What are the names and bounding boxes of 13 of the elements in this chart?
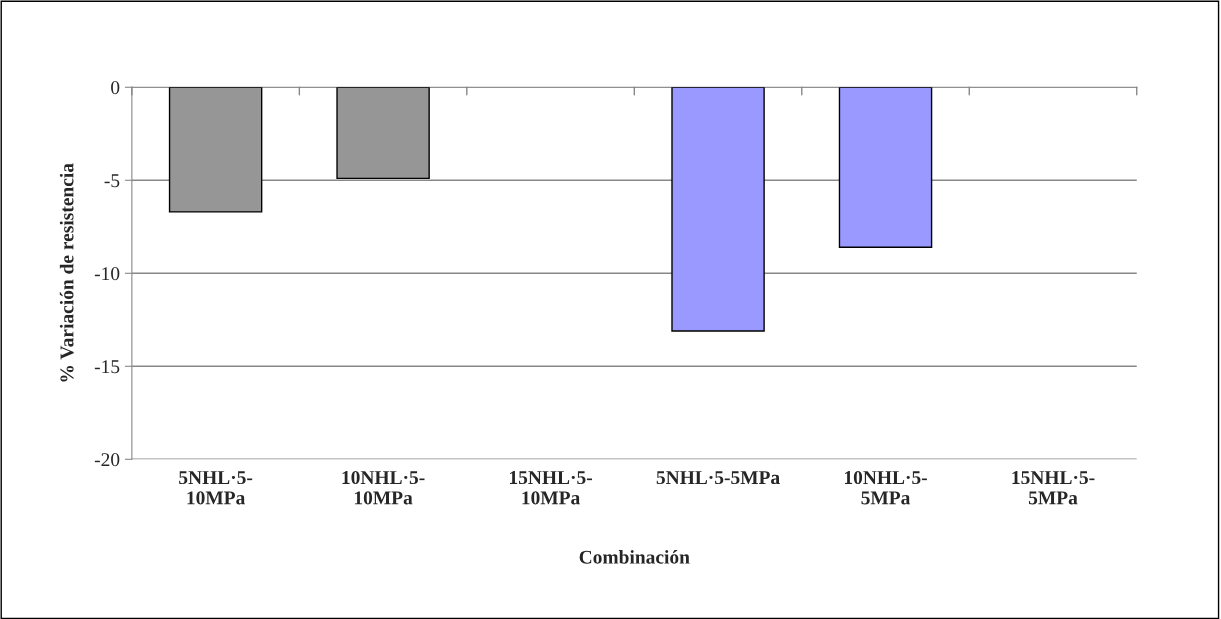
y-tick-label: -15	[94, 360, 120, 374]
y-tick-label: -5	[104, 174, 120, 188]
x-tick-label: 15NHL·5- 5MPa	[1012, 471, 1095, 505]
x-tick-label: 15NHL·5- 10MPa	[510, 471, 592, 505]
x-tick-label: 10NHL·5- 10MPa	[342, 470, 425, 505]
x-tick-label: 5NHL·5- 10MPa	[179, 471, 253, 505]
y-tick-label: -20	[94, 453, 120, 467]
x-tick-label: 5NHL·5-5MPa	[656, 471, 780, 485]
y-tick-label: -10	[94, 267, 120, 281]
y-axis-title: % Variación de resistencia	[59, 163, 74, 382]
y-tick-label: 0	[111, 81, 120, 95]
x-axis-title: Combinación	[579, 550, 690, 564]
x-tick-label: 10NHL·5- 5MPa	[844, 470, 927, 505]
